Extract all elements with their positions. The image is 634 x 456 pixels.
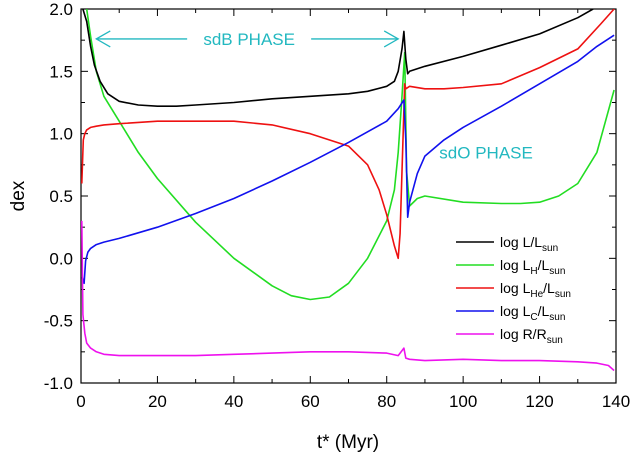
x-tick-label: 0 xyxy=(76,392,85,411)
annotation-layer: sdB PHASE sdO PHASE xyxy=(94,30,533,162)
annotation-sdo: sdO PHASE xyxy=(439,143,533,162)
series-line-0 xyxy=(82,9,594,107)
y-tick-label: -0.5 xyxy=(44,312,73,331)
x-tick-label: 20 xyxy=(148,392,167,411)
x-tick-label: 120 xyxy=(525,392,553,411)
annotation-sdb: sdB PHASE xyxy=(203,30,295,49)
y-tick-label: 2.0 xyxy=(49,0,73,19)
series-layer xyxy=(81,9,615,372)
legend: log L/Lsun log LH/Lsun log LHe/Lsun log LC/… xyxy=(456,234,571,346)
arrowhead-left xyxy=(94,30,111,48)
arrowhead-right xyxy=(383,30,400,48)
y-tick-label: -1.0 xyxy=(44,374,73,393)
series-line-1 xyxy=(85,9,615,301)
legend-label-0: log L/Lsun xyxy=(500,234,558,254)
series-line-3 xyxy=(81,34,615,285)
y-tick-label: 0.5 xyxy=(49,187,73,206)
x-axis-title: t* (Myr) xyxy=(317,432,379,453)
series-line-4 xyxy=(81,220,615,372)
series-line-2 xyxy=(81,9,615,260)
y-tick-label: 1.5 xyxy=(49,62,73,81)
x-tick-label: 80 xyxy=(377,392,396,411)
x-tick-label: 100 xyxy=(449,392,477,411)
y-tick-label: 1.0 xyxy=(49,125,73,144)
axis-ticks: 0 20 40 60 80 100 120 140 -1.0 -0.5 0.0 0.5 1.0 1.5 2.… xyxy=(44,0,630,411)
legend-label-2: log LHe/Lsun xyxy=(500,280,571,300)
x-tick-label: 40 xyxy=(224,392,243,411)
x-tick-label: 60 xyxy=(301,392,320,411)
legend-label-1: log LH/Lsun xyxy=(500,257,565,277)
legend-label-4: log R/Rsun xyxy=(500,326,563,346)
y-axis-title: dex xyxy=(8,180,29,211)
legend-label-3: log LC/Lsun xyxy=(500,303,565,323)
x-tick-label: 140 xyxy=(602,392,630,411)
y-tick-label: 0.0 xyxy=(49,249,73,268)
